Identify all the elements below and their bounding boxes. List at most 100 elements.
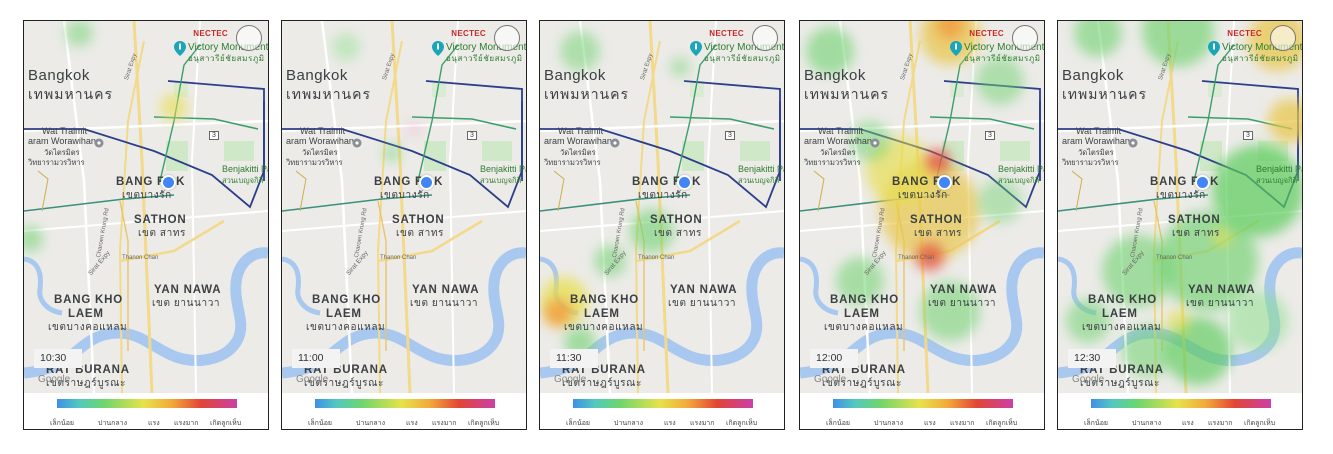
temple-icon[interactable] [352,135,362,153]
victory-monument-pin-icon[interactable] [174,41,186,61]
temple-icon[interactable] [1128,135,1138,153]
radar-map-panel-1100[interactable]: Victory Monument อนุสาวรีย์ชัยสมรภูมิ Ba… [281,20,527,430]
rain-cell-3 [1268,99,1302,143]
rain-cell-1 [383,144,401,162]
legend-label-very-heavy: แรงมาก [1208,420,1233,427]
rain-cell-8 [850,121,890,161]
victory-monument-pin-icon[interactable] [1208,41,1220,61]
bang-kho-laem-thai-label: เขตบางคอแหลม [48,322,128,333]
sathon-label: SATHON [910,214,963,226]
radar-map-panel-1130[interactable]: Victory Monument อนุสาวรีย์ชัยสมรภูมิ Ba… [539,20,785,430]
victory-monument-pin-icon[interactable] [950,41,962,61]
benjakitti-park-label: Benjakitti Pa [998,164,1045,174]
legend-label-hail: เกิดลูกเห็บ [468,420,500,427]
time-label: 11:00 [292,349,340,368]
temple-icon[interactable] [94,135,104,153]
legend-label-very-heavy: แรงมาก [432,420,457,427]
highway-shield-icon: 3 [985,131,995,140]
agency-seal-icon [494,25,520,51]
bang-kho-laem-thai-label: เขตบางคอแหลม [1082,322,1162,333]
bang-kho-laem-label-2: LAEM [844,308,880,320]
rat-burana-thai-label: เขตราษฎร์บูรณะ [46,378,126,389]
radar-map-panel-1200[interactable]: Victory Monument อนุสาวรีย์ชัยสมรภูมิ Ba… [799,20,1045,430]
current-location-icon[interactable] [161,175,176,190]
rain-intensity-overlay [24,21,268,393]
legend-color-bar [57,399,237,408]
base-map [24,21,268,393]
google-logo: Google [814,374,847,385]
benjakitti-park-label: Benjakitti Pa [738,164,785,174]
temple-icon[interactable] [870,135,880,153]
legend-color-bar [573,399,753,408]
rain-intensity-overlay [800,21,1044,393]
bang-kho-laem-label: BANG KHO [1088,294,1158,306]
rain-cell-6 [1102,235,1174,307]
legend-label-hail: เกิดลูกเห็บ [1244,420,1276,427]
legend-label-hail: เกิดลูกเห็บ [210,420,242,427]
rain-cell-1 [1074,21,1122,57]
rain-cell-11 [978,179,1022,223]
wat-traimit-thai-label-2: วิทยารามวรวิหาร [1062,158,1119,167]
sathon-thai-label: เขต สาทร [914,228,963,239]
rat-burana-thai-label: เขตราษฎร์บูรณะ [1080,378,1160,389]
highway-shield-icon: 3 [209,131,219,140]
highway-shield-icon: 3 [1243,131,1253,140]
bang-kho-laem-label: BANG KHO [830,294,900,306]
legend-label-light: เล็กน้อย [566,420,591,427]
time-label: 11:30 [550,349,598,368]
road-label-thanon-chan: Thanon Chan [638,255,675,261]
bangkok-thai-label: เทพมหานคร [544,86,630,102]
rat-burana-thai-label: เขตราษฎร์บูรณะ [304,378,384,389]
victory-monument-pin-icon[interactable] [432,41,444,61]
legend-label-very-heavy: แรงมาก [950,420,975,427]
legend-label-heavy: แรง [1182,420,1194,427]
legend-label-moderate: ปานกลาง [1132,420,1162,427]
benjakitti-park-thai-label: สวนเบญจกิติ [480,176,522,185]
sathon-label: SATHON [392,214,445,226]
rain-cell-7 [916,243,944,271]
nectec-logo: NECTEC [709,29,744,38]
temple-icon[interactable] [610,135,620,153]
rain-cell-10 [920,281,980,341]
current-location-icon[interactable] [419,175,434,190]
base-map [282,21,526,393]
legend-label-heavy: แรง [664,420,676,427]
radar-map-panel-1030[interactable]: Victory Monument อนุสาวรีย์ชัยสมรภูมิ Ba… [23,20,269,430]
rat-burana-label: RAT BURANA [562,364,646,376]
wat-traimit-label-2: aram Worawihan [544,136,612,146]
wat-traimit-label: Wat Traimit [818,126,864,136]
google-logo: Google [38,374,71,385]
rat-burana-label: RAT BURANA [304,364,388,376]
bangkok-thai-label: เทพมหานคร [28,86,114,102]
wat-traimit-label-2: aram Worawihan [286,136,354,146]
legend-label-light: เล็กน้อย [826,420,851,427]
legend-label-light: เล็กน้อย [50,420,75,427]
bangkok-label: Bangkok [804,67,866,84]
rain-cell-5 [1158,211,1258,311]
road-label-thanon-chan: Thanon Chan [380,255,417,261]
rain-intensity-overlay [282,21,526,393]
current-location-icon[interactable] [677,175,692,190]
wat-traimit-thai-label: วัดไตรมิตร [1078,148,1114,157]
time-label: 12:30 [1068,349,1116,368]
radar-map-panel-1230[interactable]: Victory Monument อนุสาวรีย์ชัยสมรภูมิ Ba… [1057,20,1303,430]
agency-seal-icon [752,25,778,51]
rain-cell-0 [560,31,600,71]
wat-traimit-label: Wat Traimit [1076,126,1122,136]
current-location-icon[interactable] [937,175,952,190]
nectec-logo: NECTEC [969,29,1004,38]
rat-burana-thai-label: เขตราษฎร์บูรณะ [562,378,642,389]
yan-nawa-thai-label: เขต ยานนาวา [1186,298,1255,309]
bangkok-thai-label: เทพมหานคร [286,86,372,102]
current-location-icon[interactable] [1195,175,1210,190]
victory-monument-pin-icon[interactable] [690,41,702,61]
highway-shield-icon: 3 [725,131,735,140]
legend-label-hail: เกิดลูกเห็บ [726,420,758,427]
legend-label-hail: เกิดลูกเห็บ [986,420,1018,427]
bang-kho-laem-label: BANG KHO [312,294,382,306]
bang-rak-thai-label: เขตบางรัก [638,190,688,201]
benjakitti-park-thai-label: สวนเบญจกิติ [738,176,780,185]
bang-kho-laem-thai-label: เขตบางคอแหลม [824,322,904,333]
